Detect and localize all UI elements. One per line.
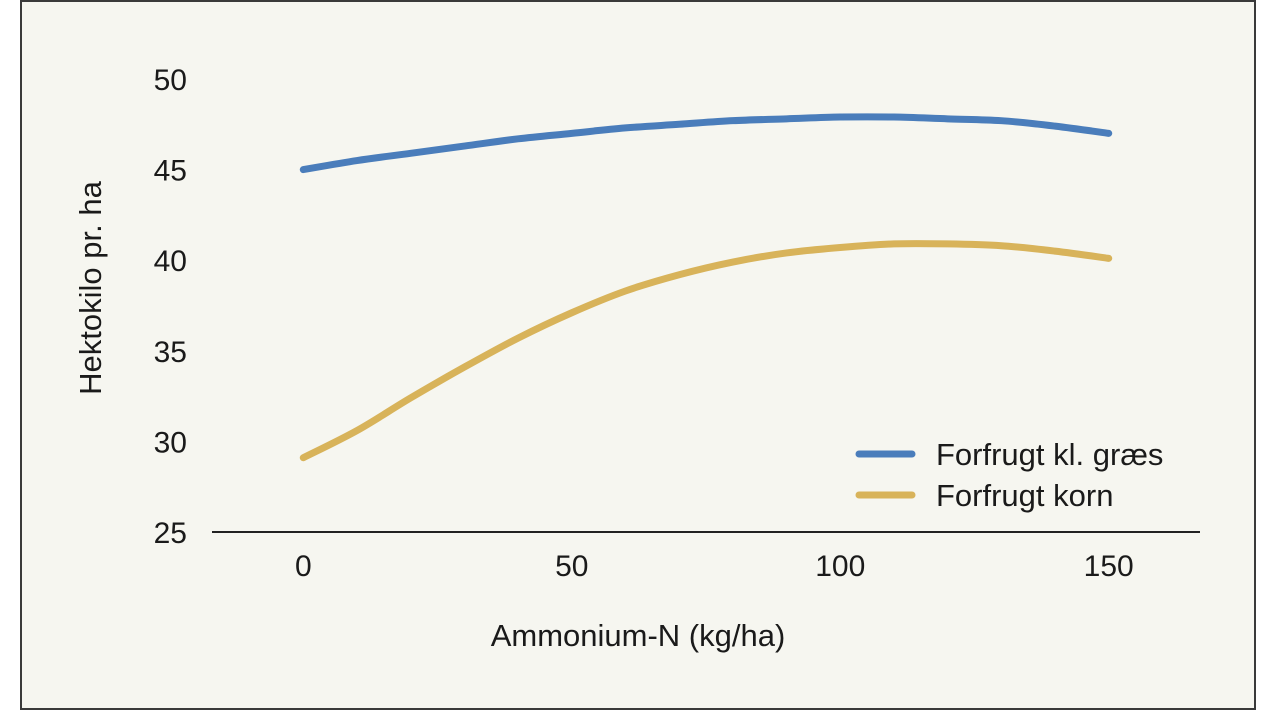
x-tick-label: 150 — [1084, 550, 1134, 583]
legend-label: Forfrugt korn — [936, 478, 1113, 513]
y-tick-label: 30 — [154, 426, 187, 459]
x-tick-label: 0 — [295, 550, 312, 583]
legend-label: Forfrugt kl. græs — [936, 437, 1163, 472]
y-tick-label: 50 — [154, 64, 187, 97]
y-tick-label: 25 — [154, 517, 187, 550]
chart-frame — [20, 0, 1256, 710]
series-line-1 — [299, 113, 1113, 174]
y-tick-label: 40 — [154, 245, 187, 278]
x-axis-title: Ammonium-N (kg/ha) — [491, 618, 786, 653]
x-tick-label: 50 — [555, 550, 588, 583]
y-tick-label: 45 — [154, 155, 187, 188]
series-line-2 — [299, 240, 1113, 462]
axes: 25 30 35 40 45 50 0 50 100 150 — [154, 64, 1200, 583]
x-tick-label: 100 — [815, 550, 865, 583]
y-axis-title: Hektokilo pr. ha — [73, 180, 108, 394]
legend: Forfrugt kl. græs Forfrugt korn — [855, 437, 1163, 513]
y-tick-label: 35 — [154, 336, 187, 369]
series-lines — [299, 113, 1113, 462]
